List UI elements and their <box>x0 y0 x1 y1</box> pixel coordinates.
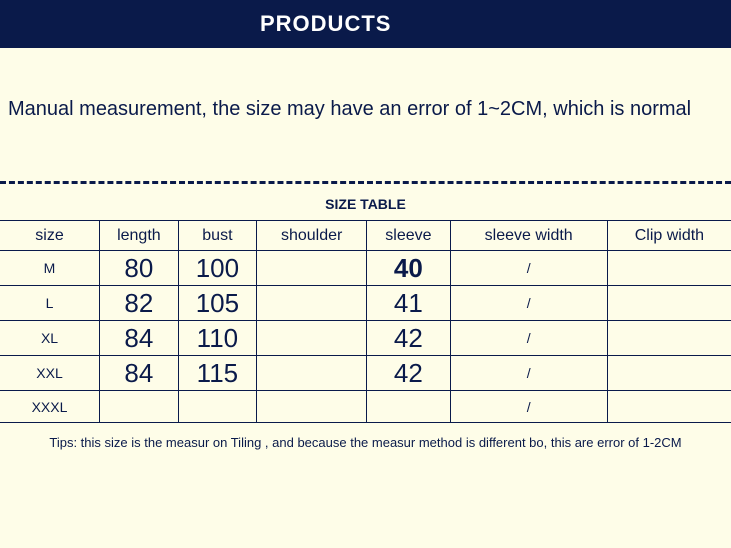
cell-bust <box>178 391 256 423</box>
col-header-bust: bust <box>178 221 256 251</box>
cell-clip-width <box>607 356 731 391</box>
cell-length: 84 <box>100 356 179 391</box>
cell-clip-width <box>607 391 731 423</box>
cell-size: M <box>0 251 100 286</box>
col-header-shoulder: shoulder <box>257 221 367 251</box>
cell-bust: 100 <box>178 251 256 286</box>
cell-sleeve: 42 <box>367 321 450 356</box>
cell-shoulder <box>257 286 367 321</box>
cell-clip-width <box>607 321 731 356</box>
table-row: L82105 41/ <box>0 286 731 321</box>
table-row: XXL84115 42/ <box>0 356 731 391</box>
table-title: SIZE TABLE <box>0 184 731 220</box>
cell-sleeve-width: / <box>450 321 607 356</box>
cell-size: XXL <box>0 356 100 391</box>
cell-sleeve: 40 <box>367 251 450 286</box>
subtitle-text: Manual measurement, the size may have an… <box>8 98 723 121</box>
cell-sleeve-width: / <box>450 251 607 286</box>
cell-bust: 115 <box>178 356 256 391</box>
cell-size: XXXL <box>0 391 100 423</box>
col-header-sleeve: sleeve <box>367 221 450 251</box>
col-header-sleeve-width: sleeve width <box>450 221 607 251</box>
cell-shoulder <box>257 251 367 286</box>
cell-sleeve: 41 <box>367 286 450 321</box>
col-header-size: size <box>0 221 100 251</box>
cell-clip-width <box>607 286 731 321</box>
footer-text: Tips: this size is the measur on Tiling … <box>0 423 731 450</box>
cell-sleeve-width: / <box>450 286 607 321</box>
cell-length: 80 <box>100 251 179 286</box>
table-header-row: size length bust shoulder sleeve sleeve … <box>0 221 731 251</box>
cell-sleeve-width: / <box>450 356 607 391</box>
cell-sleeve <box>367 391 450 423</box>
cell-shoulder <box>257 356 367 391</box>
cell-size: XL <box>0 321 100 356</box>
table-row: M80100 40/ <box>0 251 731 286</box>
header-bar: PRODUCTS <box>0 0 731 48</box>
col-header-length: length <box>100 221 179 251</box>
cell-sleeve-width: / <box>450 391 607 423</box>
col-header-clip-width: Clip width <box>607 221 731 251</box>
table-row: XXXL / <box>0 391 731 423</box>
cell-sleeve: 42 <box>367 356 450 391</box>
table-row: XL84110 42/ <box>0 321 731 356</box>
subtitle-area: Manual measurement, the size may have an… <box>0 48 731 181</box>
size-table: size length bust shoulder sleeve sleeve … <box>0 220 731 423</box>
cell-clip-width <box>607 251 731 286</box>
header-title: PRODUCTS <box>260 11 391 37</box>
cell-length <box>100 391 179 423</box>
cell-size: L <box>0 286 100 321</box>
cell-length: 84 <box>100 321 179 356</box>
cell-bust: 110 <box>178 321 256 356</box>
cell-shoulder <box>257 391 367 423</box>
cell-bust: 105 <box>178 286 256 321</box>
cell-shoulder <box>257 321 367 356</box>
cell-length: 82 <box>100 286 179 321</box>
